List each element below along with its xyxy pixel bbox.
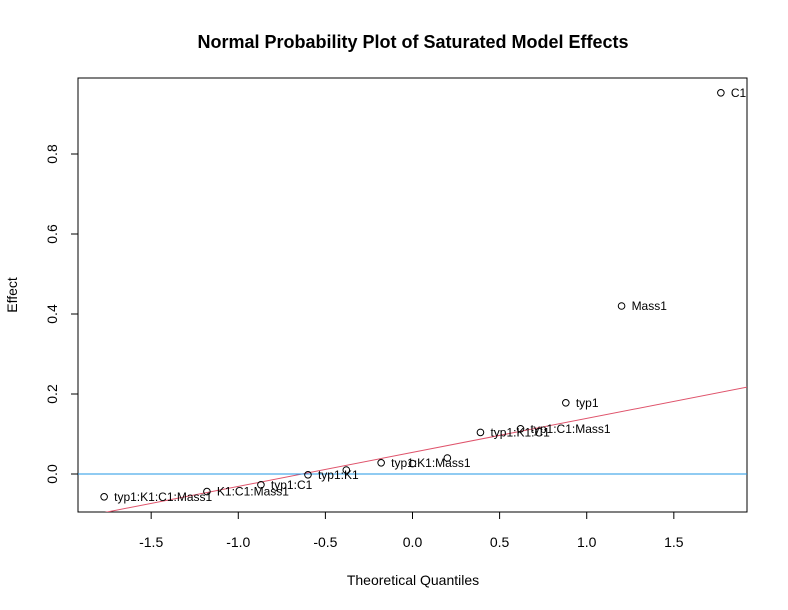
point-label: typ1:C1:Mass1: [531, 422, 611, 436]
data-point: [257, 481, 265, 489]
y-tick-label: 0.2: [44, 384, 60, 404]
point-label: typ1: [576, 396, 599, 410]
data-point: [304, 471, 312, 479]
y-tick-label: 0.6: [44, 224, 60, 244]
plot-frame: [77, 77, 748, 513]
point-label: K1:C1:Mass1: [217, 485, 289, 499]
data-point: [562, 399, 570, 407]
x-tick-label: -0.5: [313, 534, 337, 550]
data-point: [617, 302, 626, 310]
data-points: [100, 89, 725, 501]
x-tick-label: 0.0: [403, 534, 423, 550]
x-tick-label: 1.5: [664, 534, 684, 550]
y-tick-label: 0.0: [44, 464, 60, 484]
data-point: [203, 487, 211, 496]
y-axis-label: Effect: [4, 277, 20, 313]
x-axis-label: Theoretical Quantiles: [347, 572, 479, 588]
data-point: [717, 89, 725, 97]
point-label: typ1:K1:C1:Mass1: [114, 490, 212, 504]
point-label: C1: [731, 86, 747, 100]
data-point: [342, 466, 351, 474]
data-point: [408, 459, 417, 468]
x-tick-label: 0.5: [490, 534, 510, 550]
chart-title: Normal Probability Plot of Saturated Mod…: [197, 32, 628, 52]
point-label: typ1:K1: [318, 468, 359, 482]
point-label: Mass1: [632, 299, 668, 313]
x-tick-label: -1.5: [139, 534, 163, 550]
x-tick-label: -1.0: [226, 534, 250, 550]
reference-lines: [78, 386, 747, 512]
data-point: [100, 493, 108, 501]
point-label: typ1:C1: [271, 478, 313, 492]
point-label: typ1:K1:C1: [490, 425, 550, 439]
x-axis: -1.5 -1.0 -0.5 0.0 0.5 1.0 1.5: [139, 511, 684, 550]
y-axis: 0.0 0.2 0.4 0.6 0.8: [44, 144, 79, 484]
data-point: [476, 428, 485, 437]
y-tick-label: 0.4: [44, 304, 60, 324]
point-label: typ1:K1:Mass1: [391, 456, 471, 470]
x-tick-label: 1.0: [577, 534, 597, 550]
data-point: [443, 454, 452, 462]
qq-reference-line: [104, 386, 747, 512]
data-point: [516, 425, 525, 433]
y-tick-label: 0.8: [44, 144, 60, 164]
data-point: [377, 459, 385, 467]
